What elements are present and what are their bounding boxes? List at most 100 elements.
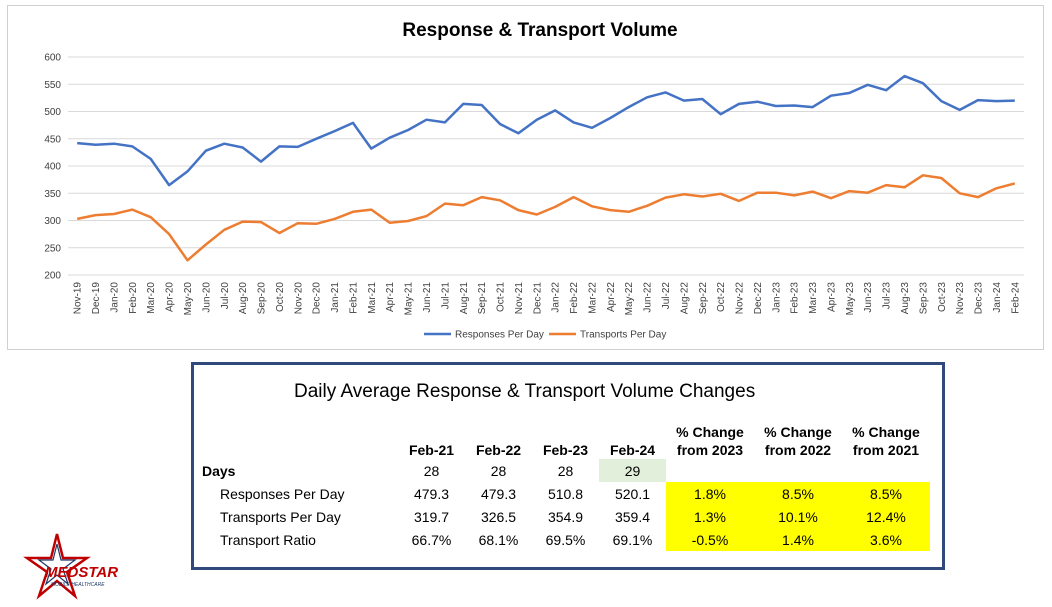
x-tick-label: Jan-24	[992, 282, 1003, 313]
row-value: 68.1%	[478, 531, 519, 548]
x-tick-label: Sep-23	[918, 282, 929, 315]
empty-cell	[754, 459, 842, 482]
y-tick-label: 350	[44, 189, 61, 200]
row-value: 69.1%	[612, 531, 653, 548]
header-pct-line1: % Change	[852, 424, 920, 440]
x-tick-label: Jun-23	[863, 282, 874, 313]
x-tick-label: Mar-20	[146, 282, 157, 314]
x-tick-label: Feb-22	[569, 282, 580, 314]
row-value: 66.7%	[411, 531, 452, 548]
series-line-transports	[76, 174, 1016, 262]
x-tick-label: May-21	[404, 282, 415, 316]
pct-change-cell: 8.5%	[754, 482, 842, 505]
row-value: 520.1	[614, 485, 651, 502]
x-tick-label: Apr-21	[385, 282, 396, 312]
x-tick-label: Jan-20	[109, 282, 120, 313]
table-row-responses: Responses Per Day 479.3 479.3 510.8 520.…	[202, 482, 930, 505]
header-pct-line1: % Change	[764, 424, 832, 440]
x-tick-label: Nov-21	[514, 282, 525, 315]
header-pct-line1: % Change	[676, 424, 744, 440]
y-tick-label: 300	[44, 216, 61, 227]
empty-cell	[666, 459, 754, 482]
x-tick-label: Jan-21	[330, 282, 341, 313]
x-tick-label: Oct-22	[716, 282, 727, 312]
pct-change-cell: 3.6%	[842, 528, 930, 551]
y-tick-label: 200	[44, 271, 61, 282]
x-tick-label: Aug-22	[679, 282, 690, 315]
x-tick-label: Jun-20	[201, 282, 212, 313]
x-tick-label: Dec-21	[532, 282, 543, 315]
empty-cell	[842, 459, 930, 482]
days-value-highlight: 29	[599, 459, 666, 482]
x-tick-label: Feb-23	[790, 282, 801, 314]
x-tick-label: May-23	[845, 282, 856, 316]
logo-wordmark: MEDSTAR	[45, 564, 118, 581]
x-tick-label: Mar-23	[808, 282, 819, 314]
pct-change-cell: 1.3%	[666, 505, 754, 528]
x-tick-label: Aug-20	[238, 282, 249, 315]
header-feb-24: Feb-24	[609, 442, 656, 458]
row-value: 510.8	[547, 485, 584, 502]
series-line-responses	[77, 74, 1015, 187]
table-row-ratio: Transport Ratio 66.7% 68.1% 69.5% 69.1% …	[202, 528, 930, 551]
x-tick-label: Sep-20	[257, 282, 268, 315]
x-tick-label: Jun-21	[422, 282, 433, 313]
logo-star-icon	[23, 533, 91, 600]
x-tick-label: Sep-22	[698, 282, 709, 315]
x-tick-label: Dec-23	[974, 282, 985, 315]
row-value: 326.5	[480, 508, 517, 525]
x-tick-label: Oct-20	[275, 282, 286, 312]
x-tick-label: Nov-22	[735, 282, 746, 315]
x-tick-label: Nov-20	[293, 282, 304, 315]
x-tick-label: Mar-22	[587, 282, 598, 314]
header-feb-22: Feb-22	[475, 442, 522, 458]
pct-change-cell: 12.4%	[842, 505, 930, 528]
header-pct-2022: % Change from 2022	[754, 423, 842, 459]
y-tick-label: 500	[44, 107, 61, 118]
table-row-transports: Transports Per Day 319.7 326.5 354.9 359…	[202, 505, 930, 528]
x-tick-label: Apr-23	[826, 282, 837, 312]
y-tick-label: 600	[44, 53, 61, 64]
logo-subtext: MOBILE HEALTHCARE	[51, 582, 105, 588]
x-tick-label: Jul-22	[661, 282, 672, 310]
pct-change-cell: 1.4%	[754, 528, 842, 551]
days-value: 28	[557, 462, 574, 479]
x-tick-label: May-20	[183, 282, 194, 316]
pct-change-cell: 1.8%	[666, 482, 754, 505]
x-tick-label: Jan-23	[771, 282, 782, 313]
x-tick-label: Dec-22	[753, 282, 764, 315]
line-chart-panel: Response & Transport Volume 200 250 300 350…	[7, 5, 1044, 350]
line-chart: Response & Transport Volume 200 250 300 350…	[44, 20, 1024, 341]
header-feb-21: Feb-21	[408, 442, 455, 458]
row-value: 479.3	[480, 485, 517, 502]
row-label: Responses Per Day	[220, 485, 345, 502]
x-tick-label: Feb-24	[1010, 282, 1021, 314]
x-tick-label: Nov-23	[955, 282, 966, 315]
chart-title: Response & Transport Volume	[402, 20, 677, 41]
x-tick-label: Jul-20	[220, 282, 231, 310]
x-tick-label: Oct-23	[937, 282, 948, 312]
x-tick-label: Oct-21	[496, 282, 507, 312]
pct-change-cell: 8.5%	[842, 482, 930, 505]
x-tick-label: Dec-20	[312, 282, 323, 315]
days-value: 28	[490, 462, 507, 479]
header-pct-2023: % Change from 2023	[666, 423, 754, 459]
y-tick-label: 550	[44, 80, 61, 91]
days-row: Days 28 28 28 29	[202, 459, 930, 482]
row-value: 69.5%	[545, 531, 586, 548]
header-pct-line2: from 2022	[764, 442, 832, 458]
x-tick-label: Apr-22	[606, 282, 617, 312]
row-label: Transport Ratio	[220, 531, 316, 548]
volume-changes-table: Feb-21 Feb-22 Feb-23 Feb-24 % Change from…	[202, 423, 930, 551]
header-feb-23: Feb-23	[542, 442, 589, 458]
row-value: 359.4	[614, 508, 651, 525]
legend-label: Responses Per Day	[455, 330, 544, 341]
header-pct-2021: % Change from 2021	[842, 423, 930, 459]
volume-changes-panel: Daily Average Response & Transport Volum…	[191, 362, 945, 570]
x-tick-label: Jan-22	[551, 282, 562, 313]
days-label: Days	[202, 462, 236, 479]
x-tick-label: Jul-21	[440, 282, 451, 310]
pct-change-cell: -0.5%	[666, 528, 754, 551]
x-tick-label: Jun-22	[643, 282, 654, 313]
table-title: Daily Average Response & Transport Volum…	[294, 381, 756, 402]
